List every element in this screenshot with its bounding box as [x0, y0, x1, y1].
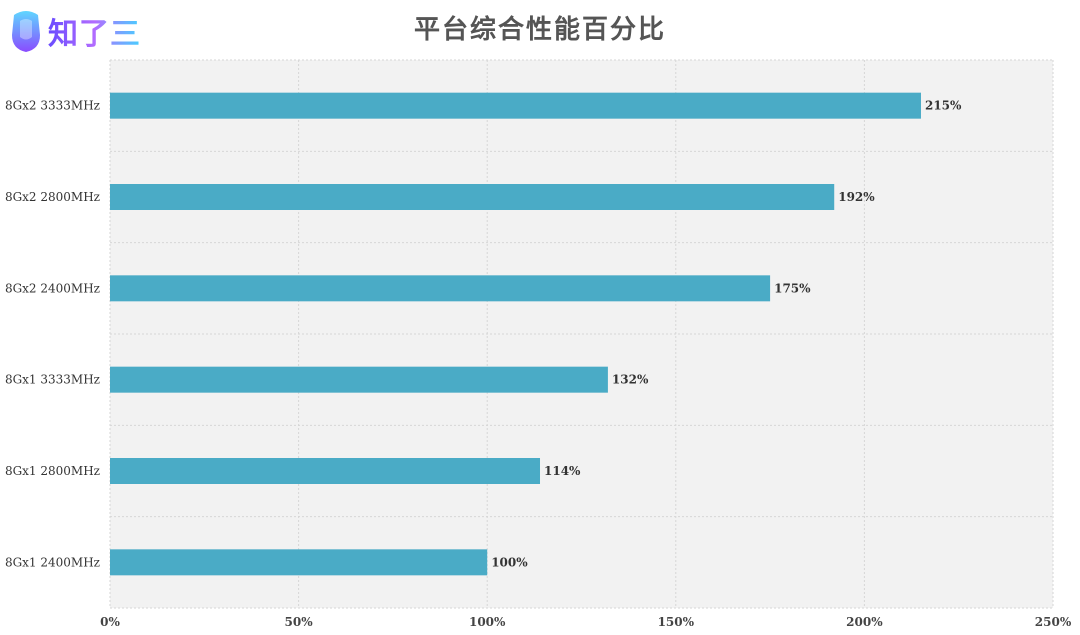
value-label: 192% — [838, 190, 875, 204]
x-tick-label: 250% — [1035, 615, 1072, 629]
x-tick-label: 0% — [100, 615, 120, 629]
bar — [110, 92, 921, 119]
value-label: 100% — [491, 555, 528, 569]
x-tick-labels: 0% 50% 100% 150% 200% 250% — [100, 615, 1072, 629]
bar — [110, 366, 608, 393]
value-label: 175% — [774, 281, 811, 295]
category-label: 8Gx1 3333MHz — [5, 373, 100, 387]
category-label: 8Gx1 2800MHz — [5, 464, 100, 478]
bars — [110, 92, 921, 576]
bar — [110, 184, 835, 210]
logo-shield-icon — [12, 11, 40, 52]
logo-text: 知了三 — [48, 9, 141, 53]
bar — [110, 458, 541, 484]
category-labels: 8Gx2 3333MHz 8Gx2 2800MHz 8Gx2 2400MHz 8Gx1… — [5, 99, 100, 570]
category-label: 8Gx2 2800MHz — [5, 190, 100, 204]
bar — [110, 275, 771, 302]
brand-logo: 知了三 — [10, 8, 141, 54]
category-label: 8Gx2 2400MHz — [5, 281, 100, 295]
x-tick-label: 100% — [469, 615, 506, 629]
x-tick-label: 150% — [658, 615, 695, 629]
bar — [110, 549, 488, 576]
value-label: 114% — [544, 464, 581, 478]
value-label: 215% — [925, 99, 962, 113]
x-tick-label: 200% — [846, 615, 883, 629]
category-label: 8Gx1 2400MHz — [5, 555, 100, 569]
x-tick-label: 50% — [285, 615, 314, 629]
chart-title: 平台综合性能百分比 — [413, 15, 666, 45]
gridlines — [109, 59, 1054, 609]
value-labels: 215% 192% 175% 132% 114% 100% — [491, 99, 962, 570]
value-label: 132% — [612, 373, 649, 387]
category-label: 8Gx2 3333MHz — [5, 99, 100, 113]
